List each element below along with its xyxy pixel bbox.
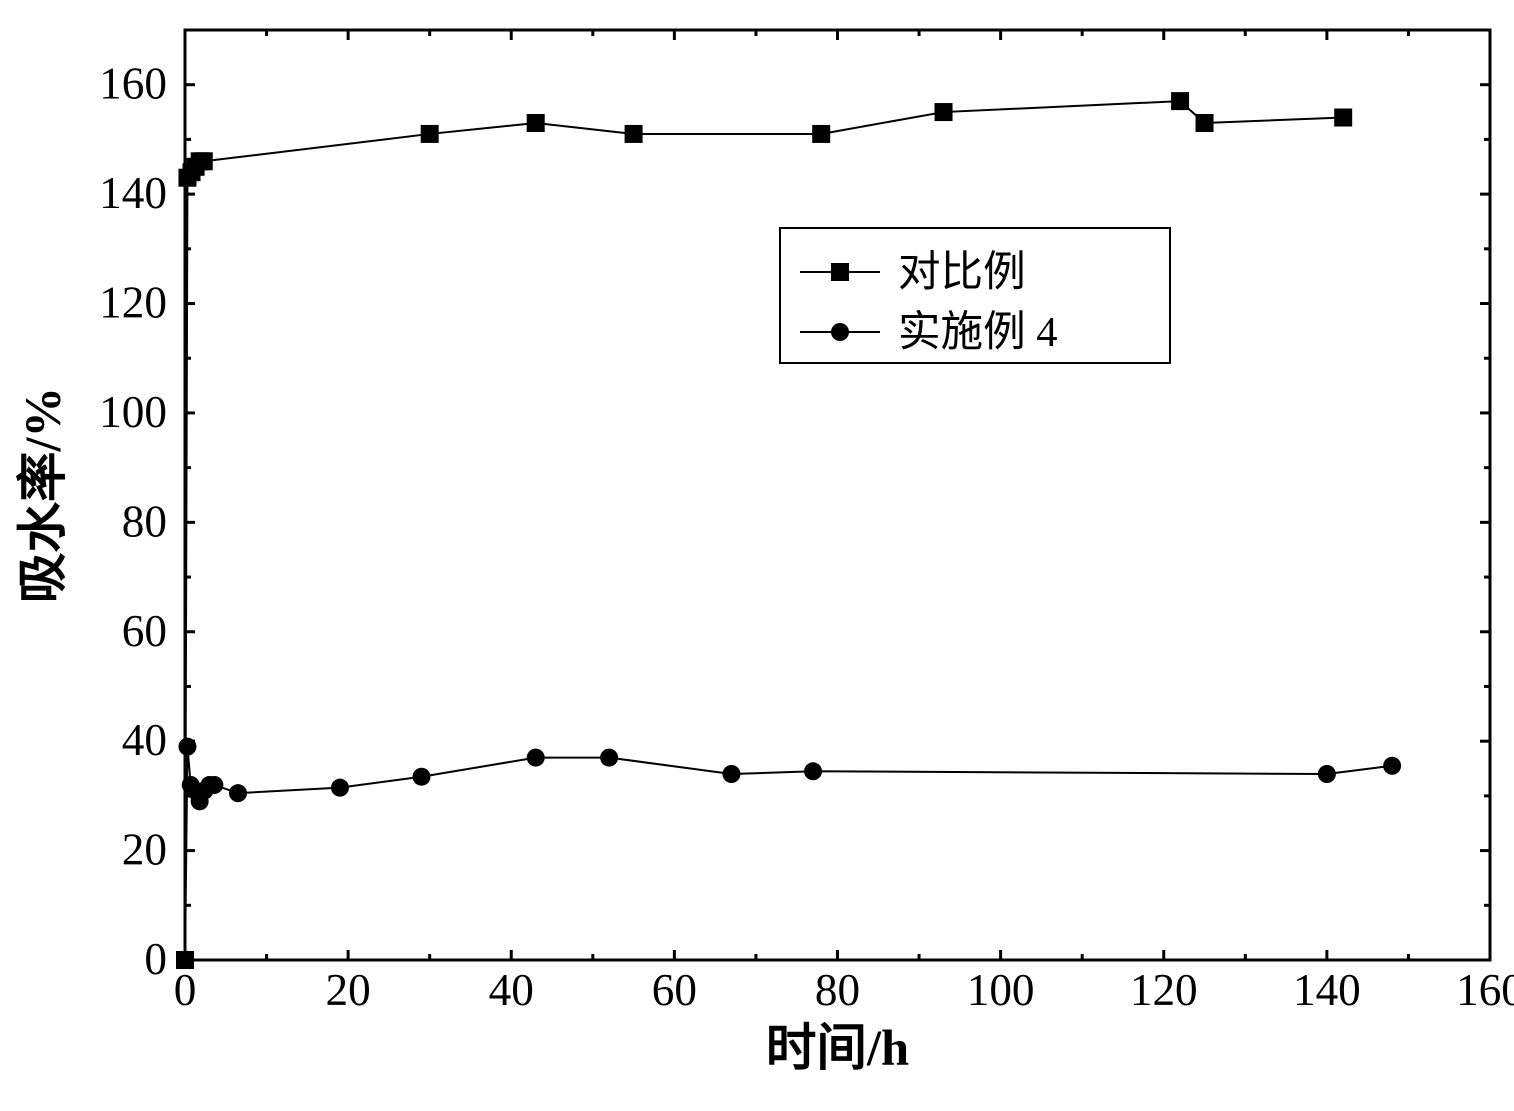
series-marker-s1 (812, 125, 830, 143)
series-marker-s1 (527, 114, 545, 132)
series-marker-s1 (1171, 92, 1189, 110)
x-axis-title: 时间/h (766, 1020, 909, 1076)
series-marker-s2 (331, 779, 349, 797)
series-marker-s1 (1334, 109, 1352, 127)
series-marker-s2 (178, 738, 196, 756)
x-tick-label: 20 (326, 965, 371, 1015)
series-marker-s1 (935, 103, 953, 121)
y-tick-label: 60 (122, 606, 167, 656)
y-tick-label: 140 (99, 168, 167, 218)
series-marker-s2 (527, 749, 545, 767)
chart-container: 0 20 40 60 80 100 120 140 160 0 20 40 60 80 100 120 140 1… (0, 0, 1514, 1111)
series-marker-s2 (205, 776, 223, 794)
series-marker-s2 (600, 749, 618, 767)
series-marker-s2 (804, 762, 822, 780)
series-marker-s1 (421, 125, 439, 143)
series-marker-s2 (1318, 765, 1336, 783)
y-tick-label: 20 (122, 825, 167, 875)
y-tick-label: 80 (122, 496, 167, 546)
x-tick-label: 0 (174, 965, 197, 1015)
series-marker-s2 (176, 951, 194, 969)
x-tick-label: 140 (1293, 965, 1361, 1015)
x-tick-label: 100 (967, 965, 1035, 1015)
line-chart: 0 20 40 60 80 100 120 140 160 0 20 40 60 80 100 120 140 1… (0, 0, 1514, 1111)
y-tick-label: 100 (99, 387, 167, 437)
y-tick-label: 40 (122, 715, 167, 765)
legend-label-0: 对比例 (898, 249, 1026, 296)
y-tick-label: 120 (99, 278, 167, 328)
x-tick-label: 120 (1130, 965, 1198, 1015)
x-tick-label: 80 (815, 965, 860, 1015)
series-marker-s1 (625, 125, 643, 143)
series-marker-s1 (195, 152, 213, 170)
x-tick-label: 160 (1456, 965, 1514, 1015)
series-marker-s1 (1196, 114, 1214, 132)
y-axis-title: 吸水率/% (15, 387, 71, 603)
x-tick-label: 40 (489, 965, 534, 1015)
x-tick-label: 60 (652, 965, 697, 1015)
series-marker-s2 (229, 784, 247, 802)
y-tick-label: 0 (144, 934, 167, 984)
legend: 对比例实施例 4 (780, 228, 1170, 363)
series-marker-s2 (722, 765, 740, 783)
legend-label-1: 实施例 4 (898, 309, 1058, 356)
y-tick-label: 160 (99, 59, 167, 109)
series-marker-s2 (413, 768, 431, 786)
series-marker-s2 (1383, 757, 1401, 775)
